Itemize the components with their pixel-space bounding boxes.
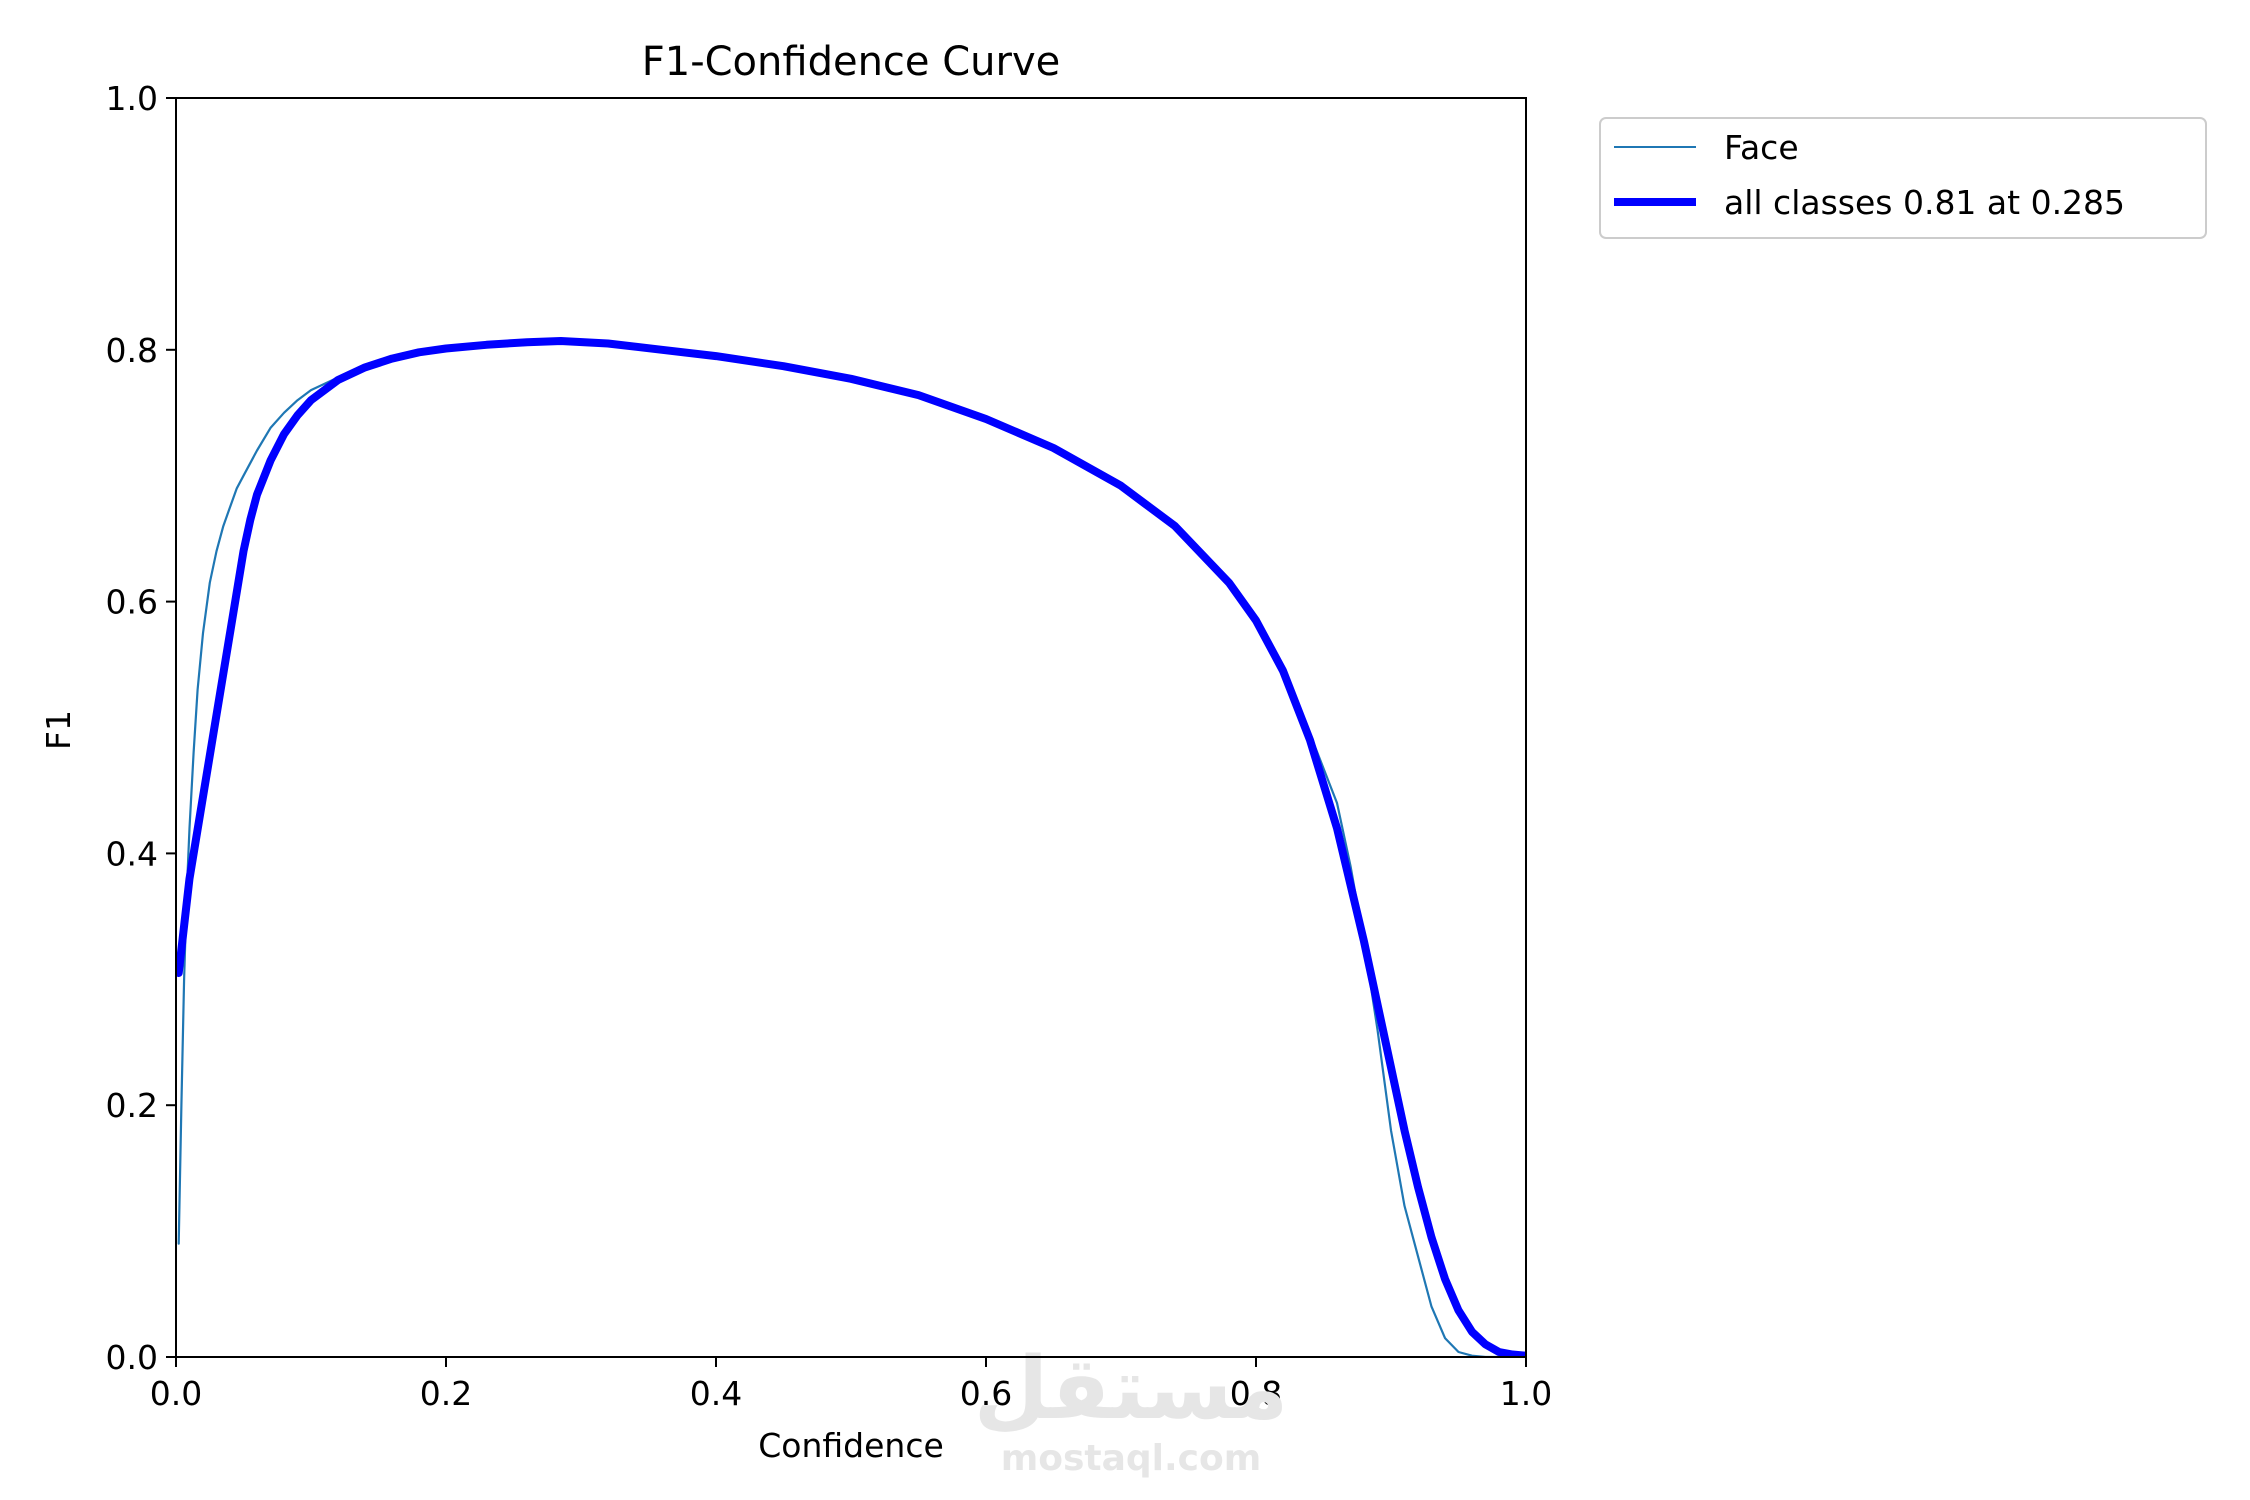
x-axis-ticks: 0.0 0.2 0.4 0.6 0.8 1.0 (150, 1357, 1552, 1413)
watermark: مستقل mostaql.com (974, 1339, 1289, 1479)
y-tick-label: 0.2 (106, 1086, 158, 1125)
legend-label-face: Face (1724, 128, 1799, 167)
plot-frame (175, 97, 1527, 1358)
legend-box (1599, 117, 2207, 239)
y-tick-label: 0.6 (106, 583, 158, 622)
y-tick-label: 0.8 (106, 331, 158, 370)
watermark-latin: mostaql.com (1001, 1438, 1262, 1479)
y-tick-label: 0.4 (106, 834, 158, 873)
legend: Face all classes 0.81 at 0.285 (1599, 117, 2207, 239)
legend-label-all-classes: all classes 0.81 at 0.285 (1724, 183, 2125, 222)
watermark-arabic: مستقل (974, 1339, 1289, 1439)
y-axis-label: F1 (39, 710, 78, 750)
y-tick-label: 0.0 (106, 1338, 158, 1377)
chart-title: F1-Confidence Curve (642, 39, 1061, 85)
x-tick-label: 0.0 (150, 1374, 202, 1413)
x-tick-label: 0.4 (690, 1374, 742, 1413)
x-tick-label: 1.0 (1500, 1374, 1552, 1413)
series-layer (176, 337, 1526, 1357)
y-axis-ticks: 0.0 0.2 0.4 0.6 0.8 1.0 (106, 79, 176, 1377)
series-line-all-classes (176, 337, 1526, 1357)
x-tick-label: 0.2 (420, 1374, 472, 1413)
x-axis-label: Confidence (758, 1426, 944, 1465)
y-tick-label: 1.0 (106, 79, 158, 118)
x-tick-label: 0.8 (1230, 1374, 1282, 1413)
x-tick-label: 0.6 (960, 1374, 1012, 1413)
